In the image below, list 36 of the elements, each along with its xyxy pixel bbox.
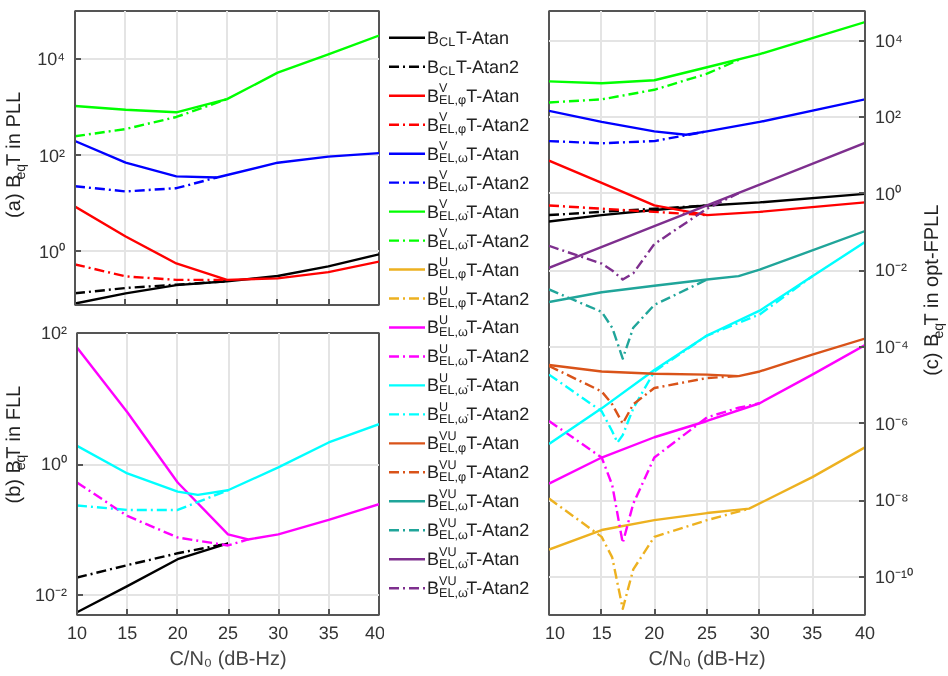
- x-tick-label: 35: [802, 623, 823, 643]
- y-tick-label: 10⁴: [37, 49, 66, 70]
- y-tick-label: 10⁰: [38, 241, 66, 262]
- x-tick-label: 15: [117, 623, 138, 643]
- x-tick-label: 30: [268, 623, 289, 643]
- line-series: [549, 240, 865, 446]
- y-tick-label: 10⁴: [875, 30, 904, 51]
- y-tick-label: 10⁻²: [34, 585, 68, 606]
- y-tick-label: 10⁻⁸: [875, 490, 910, 511]
- line-series: [549, 159, 865, 217]
- x-tick-label: 40: [364, 623, 386, 643]
- y-tick-label: 10⁻²: [875, 260, 908, 281]
- x-tick-label: 25: [696, 623, 718, 643]
- y-tick-label: 10⁻¹⁰: [875, 566, 914, 587]
- y-tick-label: 10⁻⁴: [875, 337, 910, 358]
- y-tick-label: 10²: [875, 107, 902, 128]
- x-tick-label: 30: [749, 623, 770, 643]
- y-tick-label: 10²: [38, 145, 66, 166]
- line-series: [549, 98, 865, 136]
- y-tick-label: 10²: [40, 323, 68, 343]
- x-tick-label: 20: [167, 623, 188, 643]
- y-tick-label: 10⁰: [40, 454, 68, 475]
- x-axis-title: C/N₀ (dB-Hz): [169, 649, 287, 671]
- x-tick-label: 35: [318, 623, 339, 643]
- y-tick-label: 10⁻⁶: [875, 413, 910, 434]
- x-tick-label: 20: [644, 623, 665, 643]
- line-series: [549, 192, 865, 223]
- x-tick-label: 10: [66, 623, 88, 643]
- y-tick-label: 10⁰: [875, 183, 902, 204]
- x-axis-title: C/N₀ (dB-Hz): [648, 649, 766, 671]
- x-tick-label: 40: [854, 623, 876, 643]
- x-tick-label: 25: [217, 623, 239, 643]
- line-series: [75, 205, 379, 282]
- x-tick-label: 15: [591, 623, 612, 643]
- x-tick-label: 10: [545, 623, 566, 643]
- line-series: [77, 346, 379, 541]
